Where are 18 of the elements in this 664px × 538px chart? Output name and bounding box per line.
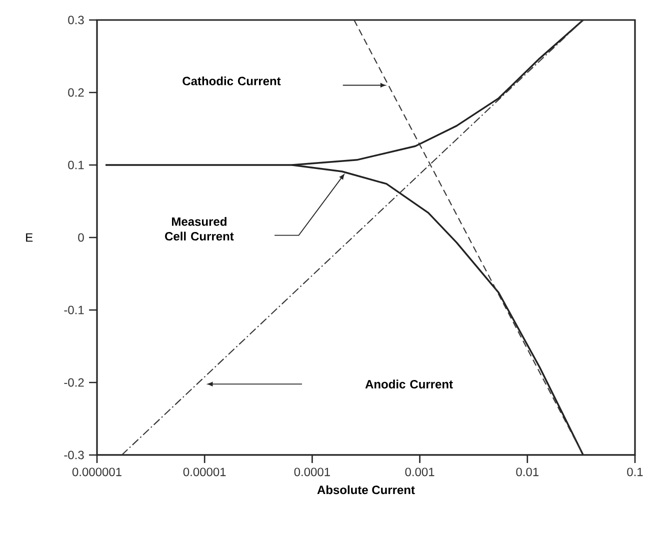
annotation: Cathodic Current xyxy=(182,76,281,86)
x-axis-title: Absolute Current xyxy=(317,485,415,494)
y-tick-label: -0.2 xyxy=(64,378,84,387)
x-tick-label: 0.001 xyxy=(405,468,434,476)
y-tick-label: -0.3 xyxy=(64,450,84,460)
y-tick-label: 0.3 xyxy=(68,16,84,24)
x-tick-label: 0.00001 xyxy=(183,468,226,476)
x-tick-label: 0.01 xyxy=(516,468,538,476)
x-tick-label: 0.0001 xyxy=(294,468,330,476)
y-tick-label: 0.2 xyxy=(68,88,84,97)
y-axis-title: E xyxy=(26,233,33,242)
y-tick-label: -0.1 xyxy=(64,306,84,314)
x-tick-label: 0.1 xyxy=(627,468,643,476)
annotation: Anodic Current xyxy=(365,380,453,388)
y-tick-label: 0 xyxy=(78,233,84,242)
annotation: Measured Cell Current xyxy=(165,217,234,241)
y-tick-label: 0.1 xyxy=(68,160,84,170)
x-tick-label: 0.000001 xyxy=(72,468,122,476)
